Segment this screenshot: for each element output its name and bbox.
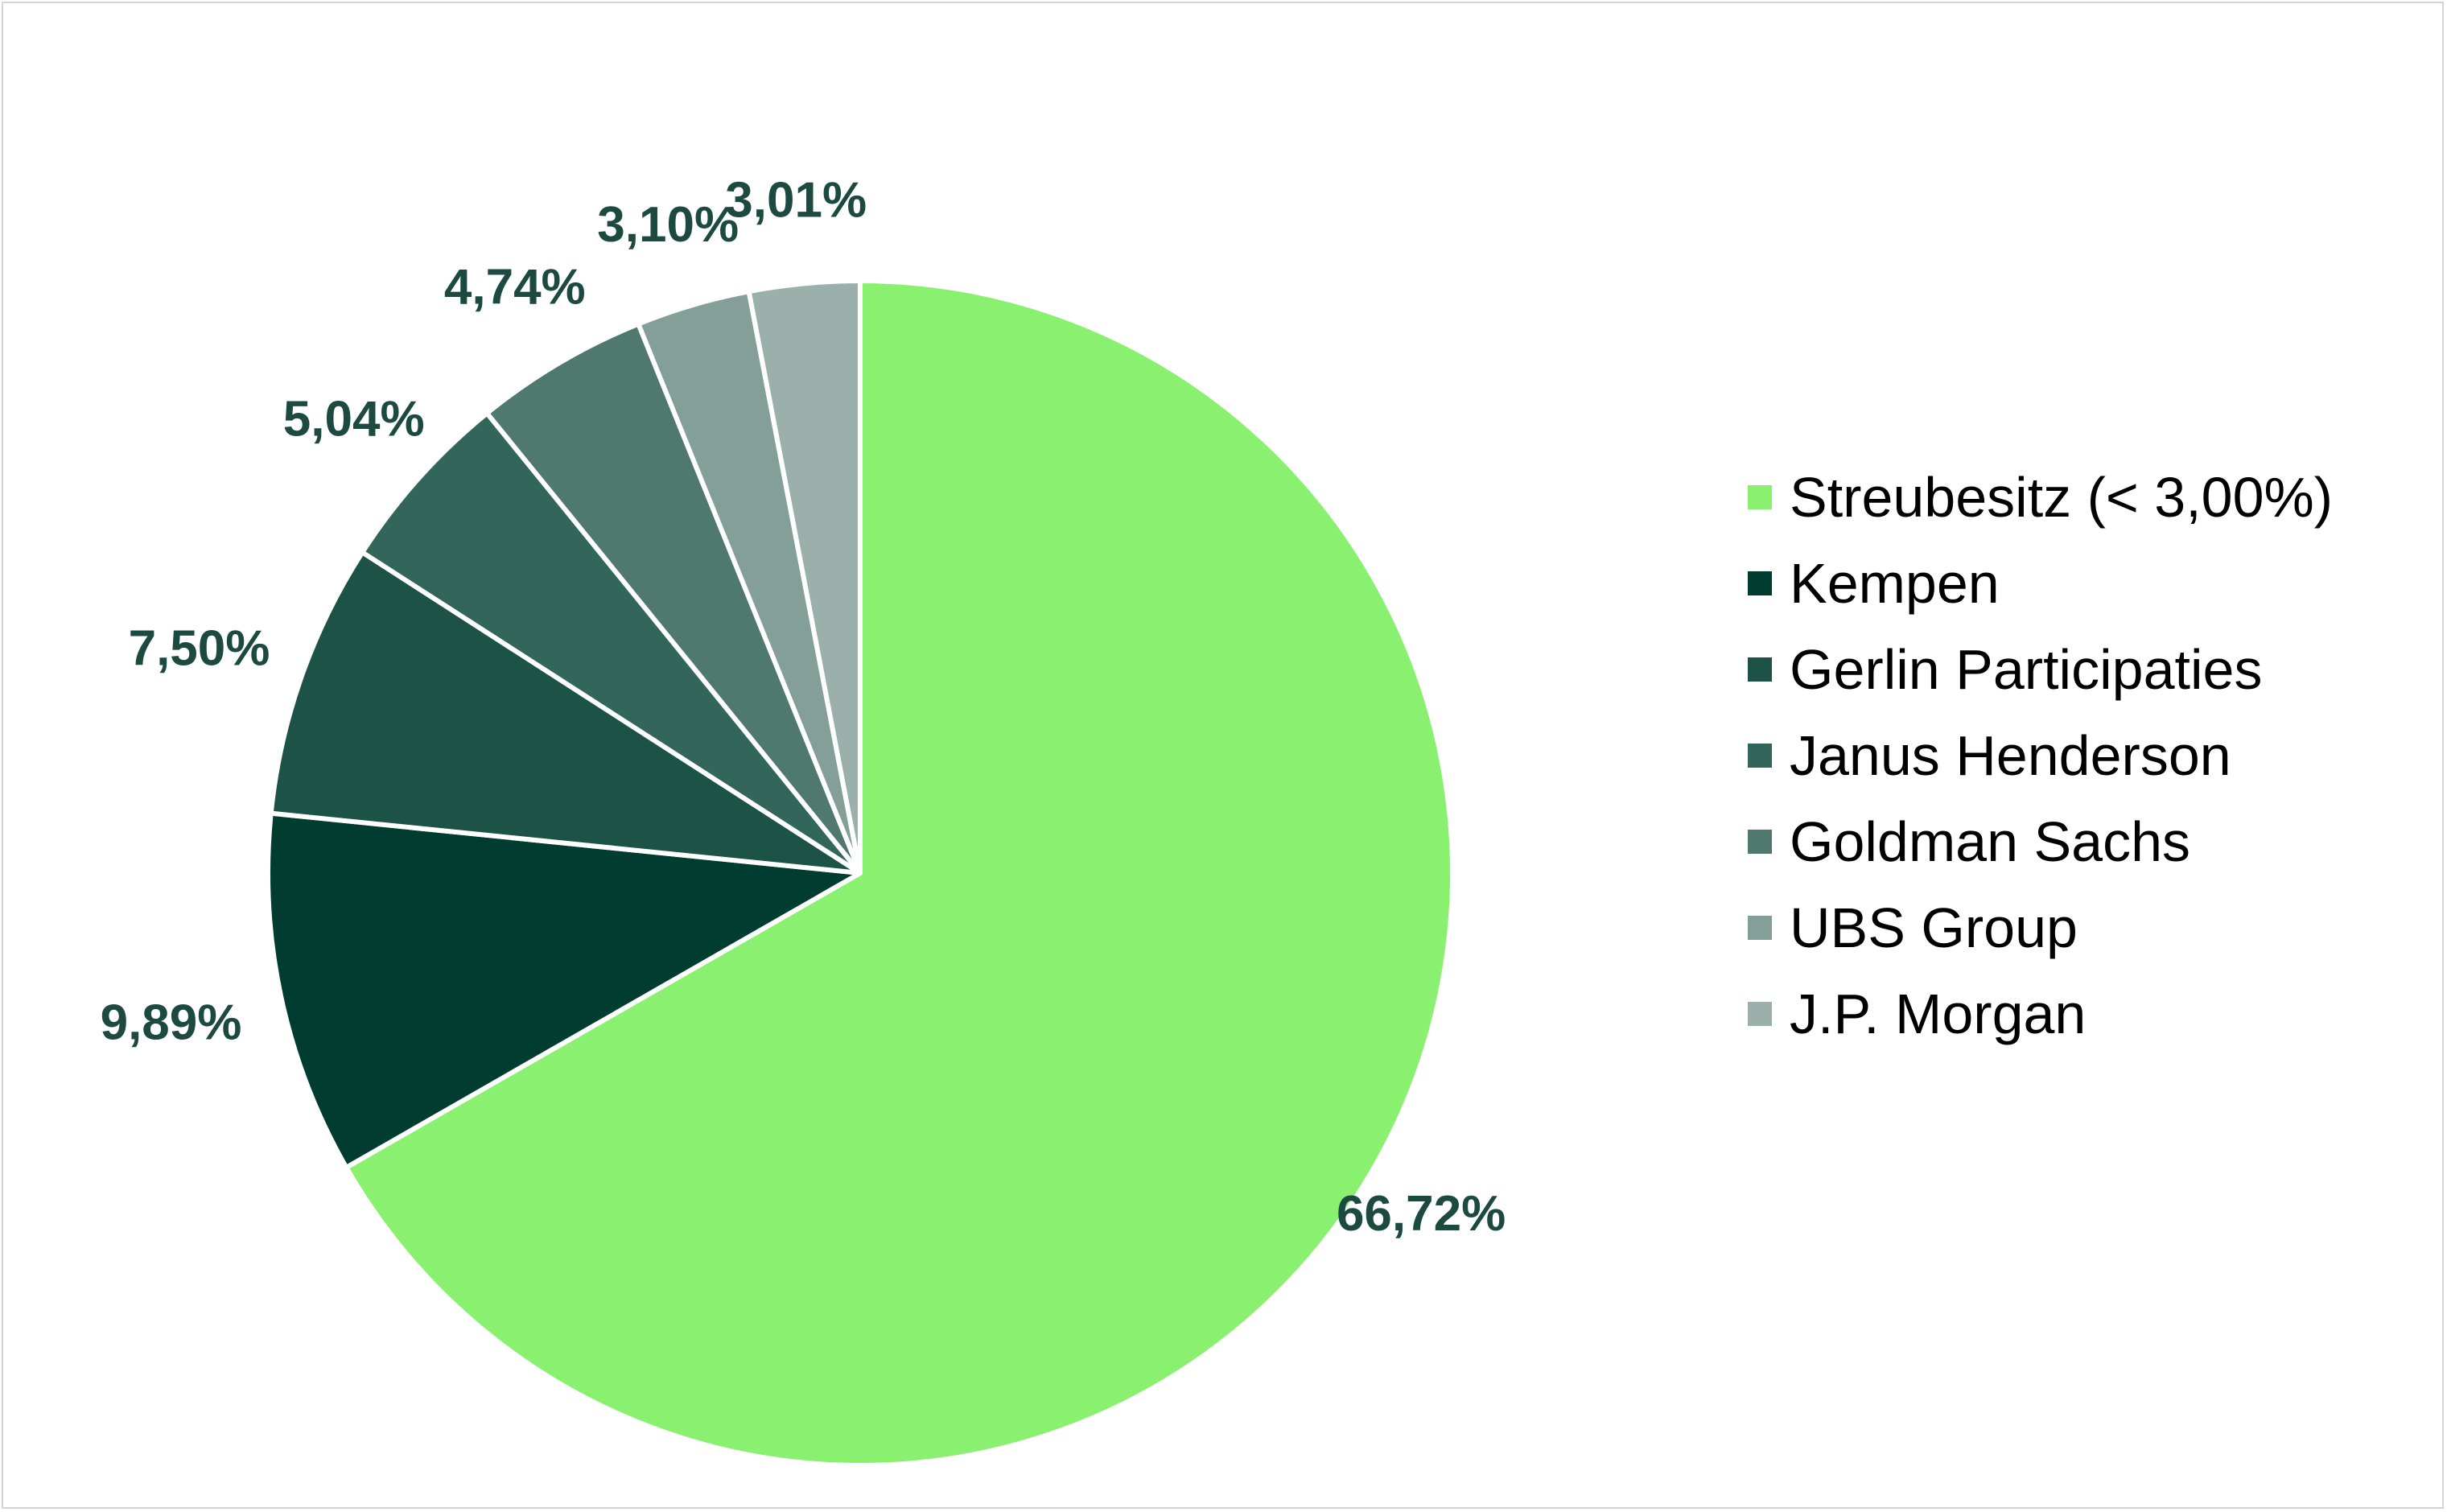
legend-swatch-3	[1748, 657, 1772, 682]
pie-slices	[266, 278, 1455, 1468]
legend-swatch-2	[1748, 571, 1772, 595]
pie-data-labels: 66,72% 9,89% 7,50% 5,04% 4,74%3,10%3,01%	[101, 172, 1506, 1242]
legend-swatch-1	[1748, 485, 1772, 509]
legend-item-5: Goldman Sachs	[1748, 810, 2190, 873]
legend-label-3: Gerlin Participaties	[1790, 638, 2262, 701]
legend: Streubesitz (< 3,00%) Kempen Gerlin Partic…	[1748, 466, 2333, 1045]
legend-label-7: J.P. Morgan	[1790, 983, 2086, 1045]
legend-label-5: Goldman Sachs	[1790, 810, 2190, 873]
data-label-3: 7,50%	[129, 620, 270, 676]
legend-label-1: Streubesitz (< 3,00%)	[1790, 466, 2333, 529]
pie-slice-7	[746, 278, 863, 875]
legend-item-6: UBS Group	[1748, 896, 2078, 959]
data-label-6: 3,10%	[597, 197, 739, 253]
legend-item-3: Gerlin Participaties	[1748, 638, 2262, 701]
data-label-4: 5,04%	[283, 392, 425, 447]
legend-swatch-6	[1748, 916, 1772, 940]
legend-item-2: Kempen	[1748, 552, 2000, 615]
legend-swatch-5	[1748, 830, 1772, 854]
data-label-2: 9,89%	[101, 995, 242, 1050]
pie-slice-3	[268, 550, 863, 875]
pie-slice-1	[344, 278, 1455, 1468]
legend-label-2: Kempen	[1790, 552, 2000, 615]
legend-swatch-7	[1748, 1002, 1772, 1026]
legend-label-6: UBS Group	[1790, 896, 2078, 959]
data-label-1: 66,72%	[1337, 1186, 1506, 1242]
data-label-5: 4,74%	[444, 260, 586, 315]
pie-slice-2	[266, 810, 863, 1170]
legend-item-1: Streubesitz (< 3,00%)	[1748, 466, 2333, 529]
data-label-7: 3,01%	[725, 172, 867, 228]
legend-label-4: Janus Henderson	[1790, 724, 2231, 787]
legend-item-7: J.P. Morgan	[1748, 983, 2086, 1045]
pie-slice-5	[484, 321, 863, 875]
pie-slice-4	[360, 410, 863, 875]
legend-swatch-4	[1748, 744, 1772, 768]
legend-item-4: Janus Henderson	[1748, 724, 2231, 787]
